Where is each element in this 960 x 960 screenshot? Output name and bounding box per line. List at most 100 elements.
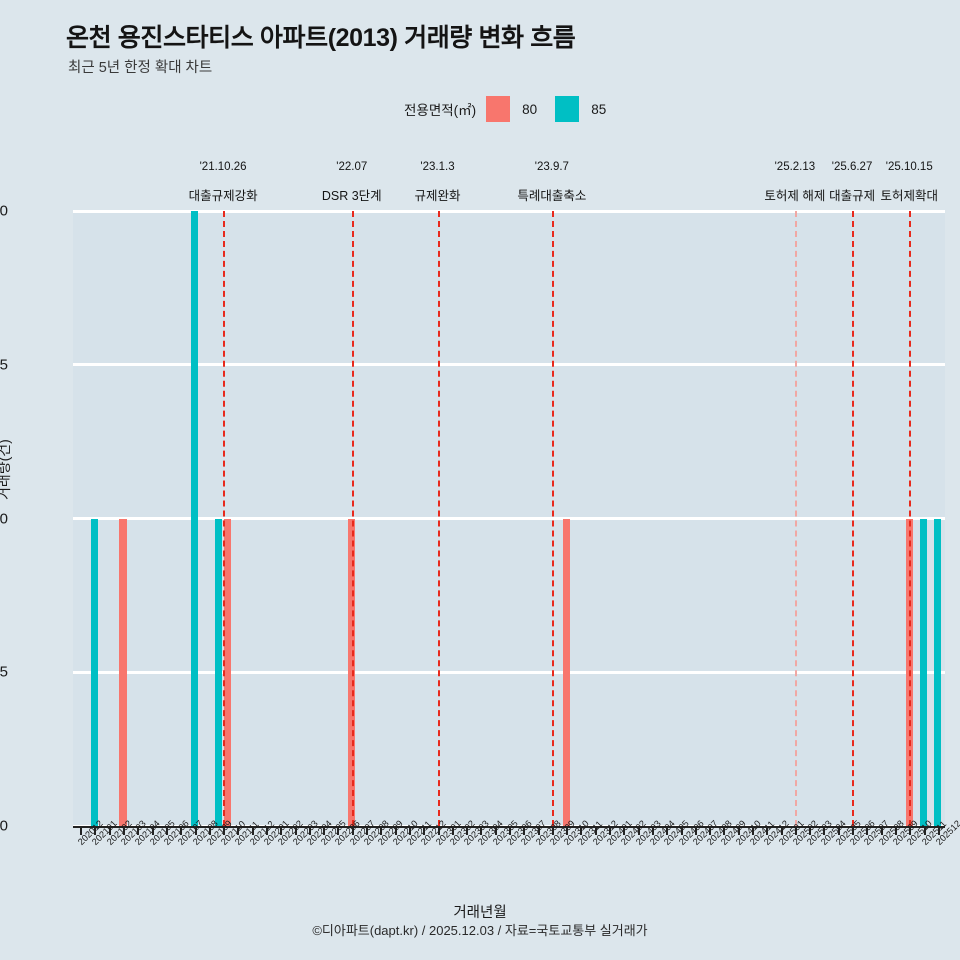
x-tick: [466, 826, 469, 835]
x-tick: [123, 826, 126, 835]
x-tick: [337, 826, 340, 835]
x-tick: [380, 826, 383, 835]
gridline: [73, 209, 945, 213]
event-desc-label: 토허제확대: [880, 189, 939, 203]
event-line: [909, 211, 912, 826]
event-date-label: '25.10.15: [885, 161, 933, 173]
x-tick: [323, 826, 326, 835]
x-tick: [837, 826, 840, 835]
x-tick: [523, 826, 526, 835]
event-date-label: '21.10.26: [199, 161, 247, 173]
bar[interactable]: [90, 518, 99, 826]
x-tick: [866, 826, 869, 835]
event-desc-label: 대출규제: [829, 189, 876, 203]
event-date-label: '23.1.3: [420, 161, 455, 173]
x-tick: [251, 826, 254, 835]
x-tick: [208, 826, 211, 835]
x-tick: [580, 826, 583, 835]
x-tick: [937, 826, 940, 835]
x-tick: [165, 826, 168, 835]
x-tick: [509, 826, 511, 835]
y-tick-label: 1.5: [0, 356, 8, 374]
bar[interactable]: [190, 211, 199, 826]
x-tick: [609, 826, 612, 835]
x-tick: [94, 826, 97, 835]
x-tick: [566, 826, 569, 835]
event-desc-label: 토허제 해제: [764, 189, 826, 203]
event-line: [551, 211, 554, 826]
x-tick: [823, 826, 826, 835]
y-tick-label: 1.0: [0, 510, 8, 527]
event-date-label: '25.2.13: [774, 161, 816, 173]
x-tick: [394, 826, 397, 835]
gridline: [73, 670, 945, 674]
event-line: [437, 211, 440, 826]
legend: 전용면적(㎡) 80 85: [404, 95, 624, 123]
legend-label-80: 80: [522, 101, 538, 117]
x-axis-title: 거래년월: [453, 905, 507, 921]
bar[interactable]: [919, 518, 928, 826]
x-tick: [852, 826, 855, 835]
x-tick: [666, 826, 669, 835]
x-tick: [623, 826, 626, 835]
y-tick-label: 0.0: [0, 817, 8, 835]
x-tick: [237, 826, 240, 835]
plot-area: [73, 209, 945, 828]
x-tick: [180, 826, 183, 835]
x-tick: [637, 826, 640, 835]
y-tick-label: 0.5: [0, 663, 8, 681]
x-tick: [408, 826, 411, 835]
x-tick: [294, 826, 297, 835]
event-line: [223, 211, 226, 826]
bar[interactable]: [348, 518, 356, 826]
x-tick: [766, 826, 769, 835]
event-desc-label: 대출규제강화: [188, 189, 258, 203]
x-tick: [151, 826, 154, 835]
x-tick: [909, 826, 912, 835]
x-tick: [280, 826, 283, 835]
x-tick: [680, 826, 683, 835]
x-tick: [366, 826, 369, 835]
event-date-label: '22.07: [336, 161, 368, 173]
bar[interactable]: [215, 518, 223, 826]
x-tick: [194, 826, 197, 835]
x-tick: [137, 826, 140, 835]
bar[interactable]: [562, 518, 570, 826]
x-tick: [780, 826, 783, 835]
x-tick: [494, 826, 497, 835]
event-line: [794, 211, 797, 826]
event-line: [852, 211, 855, 826]
x-tick: [894, 826, 897, 835]
legend-item-80[interactable]: 80: [486, 96, 537, 122]
x-tick: [737, 826, 740, 835]
x-tick: [752, 826, 755, 835]
x-tick: [308, 826, 311, 835]
x-tick: [594, 826, 597, 835]
x-tick: [923, 826, 926, 835]
bar[interactable]: [223, 518, 231, 826]
legend-title: 전용면적(㎡): [404, 103, 477, 118]
x-tick: [809, 826, 812, 835]
page-subtitle: 최근 5년 한정 확대 차트: [68, 60, 213, 76]
legend-swatch-80: [486, 96, 511, 122]
page-title: 온천 용진스타티스 아파트(2013) 거래량 변화 흐름: [66, 24, 576, 52]
footer-credit: ©디아파트(dapt.kr) / 2025.12.03 / 자료=국토교통부 실…: [312, 923, 648, 938]
x-tick: [480, 826, 483, 835]
x-tick: [794, 826, 797, 835]
gridline: [73, 517, 945, 520]
x-tick: [80, 826, 83, 835]
event-desc-label: 특례대출축소: [517, 189, 587, 203]
x-tick: [537, 826, 540, 835]
x-tick: [880, 826, 883, 835]
x-tick: [437, 826, 440, 835]
x-tick: [551, 826, 554, 835]
bar[interactable]: [119, 518, 127, 826]
legend-item-85[interactable]: 85: [555, 96, 606, 122]
x-tick: [651, 826, 654, 835]
event-date-label: '25.6.27: [831, 161, 873, 173]
x-tick: [108, 826, 111, 835]
bar[interactable]: [934, 518, 942, 826]
x-tick: [451, 826, 454, 835]
event-desc-label: DSR 3단계: [321, 189, 382, 203]
